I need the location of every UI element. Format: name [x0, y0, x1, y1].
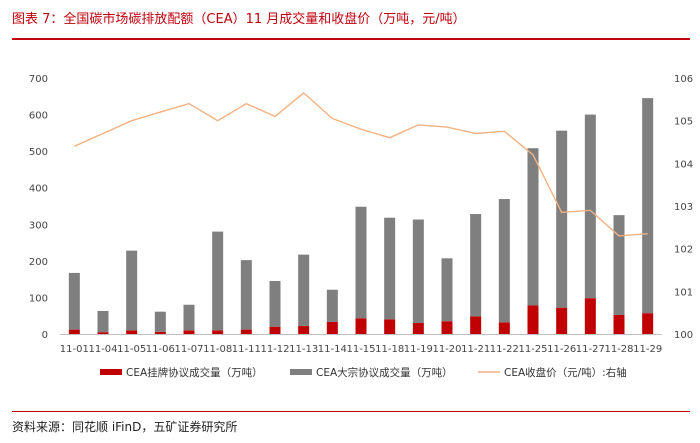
x-tick-label: 11-05 — [117, 344, 146, 355]
y-left-tick-label: 0 — [42, 330, 48, 341]
left-axis: 0 100 200 300 400 500 600 700 — [29, 74, 48, 341]
y-right-tick-label: 101 — [674, 287, 693, 298]
y-left-tick-label: 300 — [29, 220, 48, 231]
bar-listed-volume — [498, 322, 510, 334]
bar-listed-volume — [269, 326, 281, 334]
x-tick-label: 11-13 — [289, 344, 318, 355]
price-line-series — [74, 91, 648, 237]
y-left-tick-label: 100 — [29, 293, 48, 304]
bar-listed-volume — [298, 325, 310, 334]
bar-block-volume — [154, 311, 166, 332]
bar-listed-volume — [527, 305, 539, 334]
bar-block-volume — [298, 254, 310, 326]
bar-block-volume — [470, 214, 482, 317]
bar-block-volume — [441, 258, 453, 322]
bar-listed-volume — [470, 316, 482, 334]
y-right-tick-label: 103 — [674, 202, 693, 213]
bar-block-volume — [68, 272, 80, 330]
title-rule — [12, 38, 690, 40]
x-tick-label: 11-27 — [576, 344, 605, 355]
bar-block-volume — [556, 130, 568, 308]
bar-listed-volume — [384, 319, 396, 334]
bar-listed-volume — [212, 330, 224, 334]
bar-block-volume — [97, 310, 109, 333]
bar-block-volume — [240, 260, 252, 330]
x-tick-label: 11-08 — [203, 344, 232, 355]
bar-listed-volume — [584, 298, 596, 334]
x-tick-label: 11-11 — [232, 344, 261, 355]
bar-series — [68, 98, 654, 334]
bar-listed-volume — [97, 332, 109, 334]
chart-title: 图表 7：全国碳市场碳排放配额（CEA）11 月成交量和收盘价（万吨，元/吨） — [12, 12, 466, 27]
y-right-tick-label: 105 — [674, 117, 693, 128]
bar-listed-volume — [183, 330, 195, 334]
x-tick-label: 11-26 — [547, 344, 576, 355]
legend-label-listed: CEA挂牌协议成交量（万吨） — [126, 366, 263, 379]
x-tick-label: 11-20 — [432, 344, 461, 355]
x-tick-label: 11-18 — [375, 344, 404, 355]
legend-label-price: CEA收盘价（元/吨）:右轴 — [504, 366, 627, 379]
x-tick-label: 11-04 — [88, 344, 117, 355]
y-left-tick-label: 200 — [29, 257, 48, 268]
y-right-tick-label: 100 — [674, 330, 693, 341]
x-tick-label: 11-15 — [346, 344, 375, 355]
y-left-tick-label: 600 — [29, 111, 48, 122]
right-axis: 100 101 102 103 104 105 106 — [674, 74, 693, 341]
legend-swatch-block — [290, 369, 312, 375]
x-tick-label: 11-14 — [318, 344, 347, 355]
bar-block-volume — [183, 304, 195, 331]
bar-listed-volume — [642, 313, 654, 334]
bar-block-volume — [269, 280, 281, 327]
bar-listed-volume — [68, 329, 80, 334]
bar-block-volume — [613, 215, 625, 315]
bar-block-volume — [412, 219, 424, 324]
bar-listed-volume — [441, 321, 453, 334]
x-tick-label: 11-19 — [404, 344, 433, 355]
x-tick-label: 11-21 — [461, 344, 490, 355]
bar-block-volume — [498, 199, 510, 323]
x-tick-label: 11-01 — [60, 344, 89, 355]
bar-listed-volume — [326, 321, 338, 334]
y-right-tick-label: 106 — [674, 74, 693, 85]
x-tick-label: 11-22 — [490, 344, 519, 355]
bar-listed-volume — [240, 329, 252, 334]
legend-swatch-listed — [100, 369, 122, 375]
bar-listed-volume — [613, 314, 625, 334]
bar-listed-volume — [126, 330, 138, 334]
bar-block-volume — [212, 231, 224, 331]
bar-listed-volume — [556, 307, 568, 334]
bar-listed-volume — [412, 323, 424, 334]
y-right-tick-label: 102 — [674, 245, 693, 256]
bar-block-volume — [126, 250, 138, 331]
price-line — [74, 91, 648, 237]
bar-block-volume — [642, 98, 654, 314]
bar-block-volume — [355, 206, 367, 319]
source-note: 资料来源：同花顺 iFinD，五矿证券研究所 — [12, 420, 238, 434]
x-axis: 11-01 11-04 11-05 11-06 11-07 11-08 11-11 11-12… — [60, 334, 662, 355]
y-left-tick-label: 400 — [29, 184, 48, 195]
bar-listed-volume — [355, 318, 367, 334]
x-tick-label: 11-25 — [518, 344, 547, 355]
bar-block-volume — [584, 114, 596, 299]
bar-listed-volume — [154, 331, 166, 334]
bar-block-volume — [384, 217, 396, 320]
x-tick-label: 11-07 — [174, 344, 203, 355]
y-left-tick-label: 500 — [29, 147, 48, 158]
y-right-tick-label: 104 — [674, 159, 693, 170]
bar-block-volume — [527, 148, 539, 306]
source-rule — [12, 411, 690, 412]
legend: CEA挂牌协议成交量（万吨） CEA大宗协议成交量（万吨） CEA收盘价（元/吨）:… — [100, 366, 627, 379]
x-tick-label: 11-28 — [604, 344, 633, 355]
x-tick-label: 11-12 — [260, 344, 289, 355]
x-tick-label: 11-06 — [146, 344, 175, 355]
legend-label-block: CEA大宗协议成交量（万吨） — [316, 366, 453, 379]
x-tick-label: 11-29 — [633, 344, 662, 355]
bar-block-volume — [326, 289, 338, 322]
y-left-tick-label: 700 — [29, 74, 48, 85]
